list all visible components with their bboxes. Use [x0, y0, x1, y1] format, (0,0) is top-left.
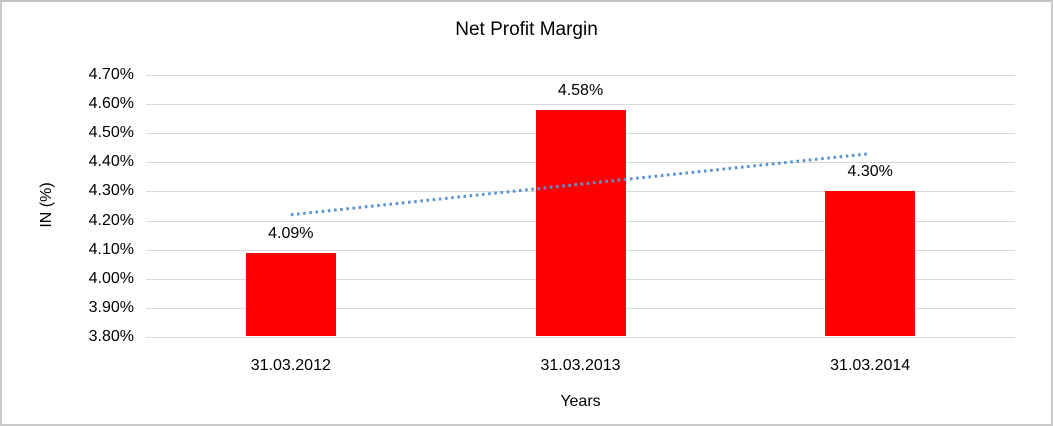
- y-axis-tick-label: 4.00%: [88, 269, 134, 287]
- y-axis-tick-label: 4.40%: [88, 153, 134, 171]
- bar-31.03.2014: [825, 191, 916, 336]
- y-axis-tick-label: 4.20%: [88, 211, 134, 229]
- y-axis-tick-label: 4.50%: [88, 124, 134, 142]
- bar-31.03.2012: [245, 252, 336, 336]
- x-axis-tick-label: 31.03.2013: [540, 357, 621, 374]
- data-label: 4.09%: [268, 224, 314, 242]
- y-axis-tick-label: 3.80%: [88, 328, 134, 345]
- data-label: 4.58%: [557, 81, 604, 99]
- y-axis-tick-label: 4.70%: [88, 66, 134, 83]
- y-axis-tick-label: 4.60%: [88, 95, 134, 113]
- gridline: [146, 75, 1015, 76]
- gridline: [146, 104, 1015, 106]
- y-axis-tick-label: 4.10%: [88, 240, 134, 258]
- gridline: [146, 337, 1015, 338]
- chart-title: Net Profit Margin: [455, 19, 598, 40]
- x-axis-tick-label: 31.03.2012: [250, 357, 331, 374]
- data-label: 4.30%: [847, 163, 893, 181]
- bar-31.03.2013: [535, 109, 626, 336]
- trendline: [290, 152, 871, 217]
- plot-area: [146, 75, 1015, 338]
- x-axis-title: Years: [560, 393, 601, 410]
- x-axis-tick-label: 31.03.2014: [830, 357, 911, 374]
- y-axis-tick-label: 3.90%: [88, 298, 134, 316]
- y-axis-tick-label: 4.30%: [88, 182, 134, 200]
